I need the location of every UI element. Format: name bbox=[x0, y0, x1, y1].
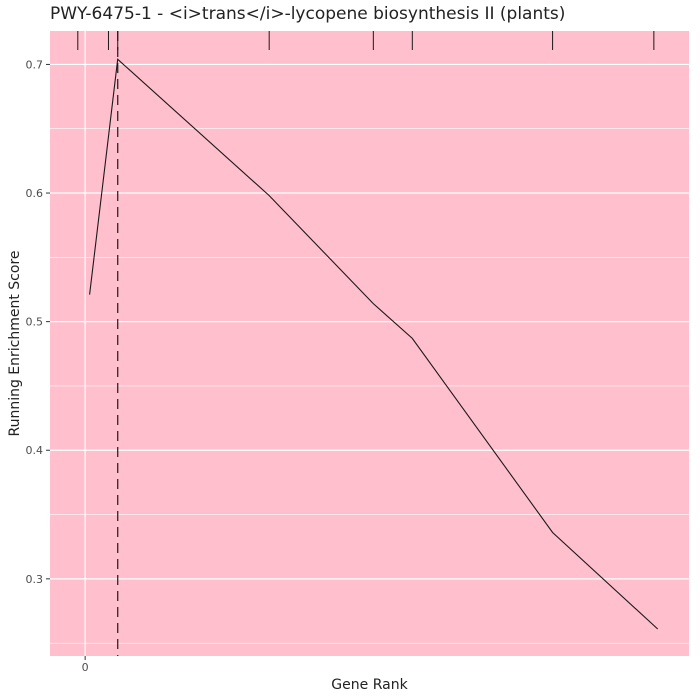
y-tick-label: 0.3 bbox=[26, 573, 44, 586]
x-tick-label: 0 bbox=[82, 661, 89, 674]
plot-background bbox=[50, 31, 689, 656]
x-axis: 0 bbox=[82, 656, 89, 674]
series-line bbox=[89, 58, 659, 630]
chart-title: PWY-6475-1 - <i>trans</i>-lycopene biosy… bbox=[50, 4, 566, 24]
y-tick-label: 0.7 bbox=[26, 58, 44, 71]
y-tick-label: 0.6 bbox=[26, 187, 44, 200]
y-axis-title: Running Enrichment Score bbox=[7, 250, 23, 436]
y-tick-label: 0.5 bbox=[26, 316, 44, 329]
running-score-series bbox=[89, 58, 659, 630]
grid-lines bbox=[50, 31, 689, 656]
y-tick-label: 0.4 bbox=[26, 444, 44, 457]
y-axis: 0.3 0.4 0.5 0.6 0.7 bbox=[26, 58, 50, 586]
x-axis-title: Gene Rank bbox=[331, 677, 408, 693]
